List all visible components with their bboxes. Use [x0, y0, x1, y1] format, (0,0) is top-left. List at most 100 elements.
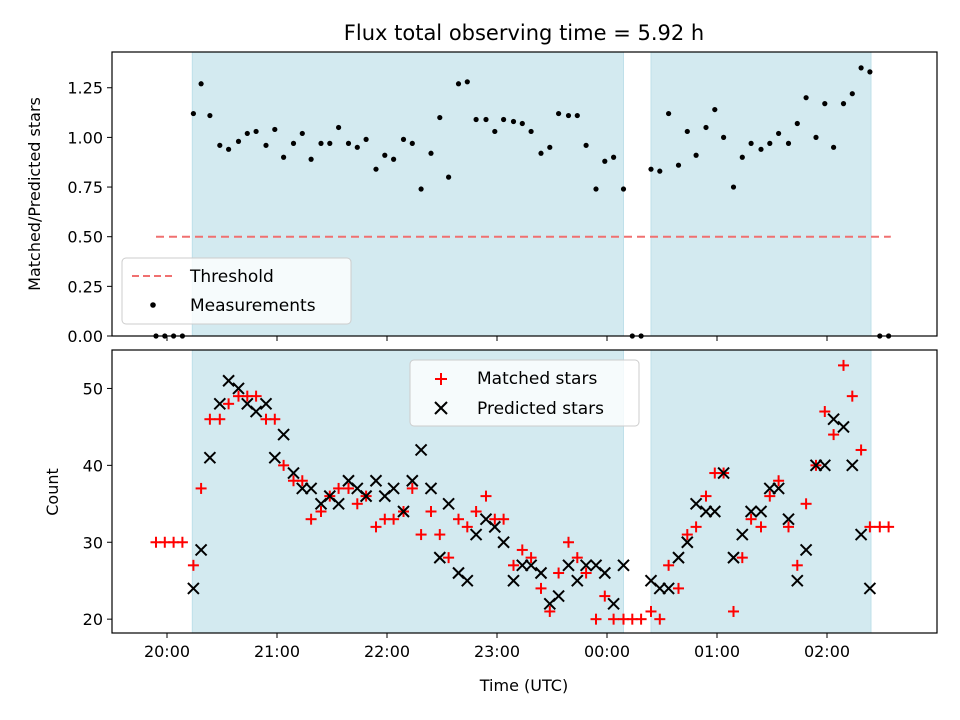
- x-tick-label: 20:00: [144, 642, 190, 661]
- data-point: [708, 505, 722, 518]
- x-marker-b: [268, 451, 282, 464]
- x-marker-b: [846, 459, 859, 472]
- data-point: [415, 529, 427, 541]
- data-point: [574, 112, 580, 119]
- data-point: [571, 574, 584, 587]
- data-point: [213, 397, 227, 411]
- data-point: [653, 582, 667, 595]
- x-marker-b: [442, 497, 455, 511]
- data-point: [736, 552, 748, 564]
- x-tick-label: 02:00: [804, 642, 850, 661]
- data-point: [492, 128, 498, 135]
- legend-ratio: Threshold Measurements: [121, 257, 352, 325]
- data-point: [473, 116, 479, 123]
- data-point: [849, 91, 855, 97]
- x-marker-b: [607, 597, 620, 610]
- data-point: [767, 140, 773, 146]
- data-point: [599, 590, 611, 602]
- data-point: [855, 444, 867, 456]
- x-marker-b: [241, 397, 254, 411]
- series-predicted-stars: [187, 374, 877, 610]
- x-marker-b: [213, 397, 227, 411]
- data-point: [414, 443, 428, 457]
- data-point: [700, 490, 712, 502]
- x-marker-b: [187, 582, 200, 595]
- data-point: [800, 498, 812, 510]
- legend-measurements-swatch: [150, 302, 156, 308]
- x-marker-b: [351, 482, 364, 495]
- data-point: [803, 95, 809, 101]
- data-point: [556, 110, 562, 117]
- data-point: [318, 140, 324, 146]
- data-point: [763, 482, 777, 495]
- data-point: [259, 397, 273, 411]
- data-point: [635, 613, 647, 625]
- data-point: [791, 574, 804, 587]
- data-point: [534, 566, 548, 580]
- x-marker-b: [287, 466, 300, 480]
- y-tick-label: 0.00: [67, 327, 103, 346]
- data-point: [579, 559, 593, 572]
- x-marker-b: [277, 428, 290, 441]
- data-point: [424, 482, 438, 495]
- data-point: [207, 112, 213, 119]
- legend-predicted-label: Predicted stars: [477, 399, 604, 419]
- data-point: [497, 536, 510, 549]
- data-point: [345, 140, 352, 146]
- series-measurements: [153, 65, 892, 339]
- data-point: [571, 552, 583, 564]
- y-axis-label-ratio: Matched/Predicted stars: [25, 97, 44, 291]
- y-tick-label: 20: [83, 610, 103, 629]
- x-marker-b: [736, 528, 749, 541]
- data-point: [528, 128, 534, 135]
- data-point: [296, 482, 309, 495]
- data-point: [232, 382, 245, 395]
- x-marker-b: [571, 574, 584, 587]
- data-point: [690, 521, 702, 533]
- x-marker-b: [617, 559, 630, 572]
- data-point: [837, 420, 850, 434]
- x-marker-b: [672, 551, 685, 564]
- data-point: [269, 413, 281, 425]
- y-tick-label: 0.50: [67, 228, 103, 247]
- x-marker-b: [589, 559, 603, 572]
- x-marker-b: [203, 451, 217, 464]
- y-tick-label: 1.00: [67, 128, 103, 147]
- data-point: [693, 152, 699, 158]
- data-point: [799, 543, 813, 557]
- data-point: [296, 475, 308, 487]
- data-point: [773, 475, 785, 487]
- legend-count: Matched stars Predicted stars: [409, 359, 640, 427]
- x-marker-b: [369, 474, 383, 487]
- data-point: [535, 582, 547, 594]
- x-marker-b: [562, 559, 575, 572]
- data-point: [791, 559, 803, 571]
- data-point: [433, 551, 447, 564]
- data-point: [176, 536, 188, 548]
- data-point: [299, 130, 305, 137]
- data-point: [867, 69, 873, 75]
- x-marker-b: [452, 566, 465, 580]
- data-point: [681, 536, 694, 549]
- x-marker-b: [488, 520, 502, 534]
- data-point: [858, 65, 864, 71]
- data-point: [204, 413, 216, 425]
- data-point: [776, 130, 782, 137]
- data-point: [446, 174, 452, 180]
- x-marker-b: [387, 482, 400, 495]
- x-marker-b: [799, 543, 813, 557]
- data-point: [327, 140, 333, 146]
- data-point: [699, 505, 713, 518]
- data-point: [498, 513, 510, 525]
- legend-box: [121, 257, 352, 325]
- legend-predicted-swatch: [434, 401, 448, 415]
- data-point: [373, 166, 379, 172]
- x-marker-b: [653, 582, 667, 595]
- x-tick-label: 21:00: [254, 642, 300, 661]
- x-marker-b: [681, 536, 694, 549]
- data-point: [336, 124, 342, 131]
- y-tick-label: 40: [83, 456, 103, 475]
- data-point: [244, 130, 250, 137]
- x-tick-label: 22:00: [364, 642, 410, 661]
